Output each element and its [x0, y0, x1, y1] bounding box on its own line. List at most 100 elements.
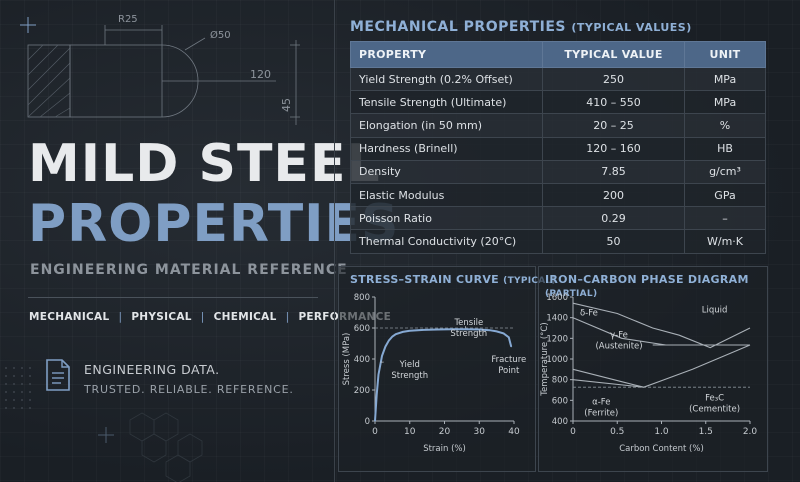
cell-value: 7.85 [542, 159, 685, 184]
x-tick-label: 0.5 [610, 427, 624, 437]
tag-chemical: CHEMICAL [213, 311, 277, 323]
tag-mechanical: MECHANICAL [29, 311, 110, 323]
table-row: Thermal Conductivity (20°C) 50 W/m·K [350, 229, 766, 254]
region-label: δ-Fe [580, 309, 598, 319]
header-unit: UNIT [684, 41, 766, 68]
table-row: Tensile Strength (Ultimate) 410 – 550 MPa [350, 90, 766, 115]
annotation-line: Strength [450, 329, 487, 339]
phase-boundary [572, 317, 666, 346]
decor-dot [29, 407, 31, 409]
header-value: TYPICAL VALUE [542, 41, 685, 68]
region-label-line: γ-Fe [610, 330, 628, 340]
table-row: Hardness (Brinell) 120 – 160 HB [350, 136, 766, 161]
x-tick-label: 30 [474, 427, 486, 437]
technical-drawing: R25 Ø50 120 45 [20, 14, 300, 125]
stress-strain-chart: 0 200 400 600 800 0 10 20 30 40 Strain (%) Stress (… [342, 293, 526, 454]
data-point [391, 335, 393, 338]
cell-unit: % [684, 113, 766, 138]
cell-property: Poisson Ratio [350, 206, 543, 231]
tag-physical: PHYSICAL [131, 311, 192, 323]
cell-property: Thermal Conductivity (20°C) [350, 229, 543, 254]
annotation-line: Point [498, 366, 520, 376]
phase-boundary [572, 302, 751, 349]
region-label-line: α-Fe [592, 397, 610, 407]
properties-title-main: MECHANICAL PROPERTIES [350, 19, 566, 35]
region-label-line: Fe₃C [705, 393, 724, 403]
data-point [508, 336, 510, 338]
annotation-label: Tensile Strength [450, 318, 487, 339]
stress-strain-panel [338, 266, 536, 472]
y-tick-label: 400 [354, 355, 370, 365]
cell-property: Hardness (Brinell) [350, 136, 543, 161]
tag-separator: | [200, 311, 205, 323]
tagline-secondary: TRUSTED. RELIABLE. REFERENCE. [84, 383, 294, 396]
x-tick-label: 0 [570, 427, 576, 437]
decor-dot [13, 399, 15, 401]
data-point [510, 346, 512, 348]
x-tick-label: 2.0 [743, 427, 758, 437]
x-tick-label: 1.0 [654, 427, 669, 437]
phase-diagram-title-suffix: (PARTIAL) [545, 289, 598, 299]
stress-strain-title-suffix: (TYPICAL) [503, 276, 556, 286]
radius-label: R25 [118, 14, 138, 25]
decor-dot [21, 399, 23, 401]
x-tick-label: 40 [508, 427, 520, 437]
title-line-2: PROPERTIES [28, 194, 400, 254]
x-tick-label: 10 [404, 427, 416, 437]
data-point [464, 328, 466, 330]
data-point [409, 330, 411, 332]
table-row: Yield Strength (0.2% Offset) 250 MPa [350, 66, 766, 92]
decor-dot [5, 383, 7, 385]
cell-unit: HB [684, 136, 766, 161]
cell-unit: – [684, 206, 766, 231]
decorative-pattern [5, 367, 203, 482]
region-label: Liquid [702, 306, 728, 316]
decor-dot [21, 407, 23, 409]
decor-dot [21, 367, 23, 369]
cell-property: Yield Strength (0.2% Offset) [350, 66, 543, 92]
stress-strain-curve [374, 328, 513, 422]
phase-diagram-panel [538, 266, 768, 472]
data-point [436, 328, 439, 331]
divider [28, 297, 318, 298]
table-row: Elastic Modulus 200 GPa [350, 182, 766, 208]
y-axis-label: Stress (MPa) [342, 333, 352, 386]
tag-separator: | [285, 311, 290, 323]
cell-unit: g/cm³ [684, 159, 766, 184]
y-tick-label: 400 [552, 417, 568, 427]
cell-value: 0.29 [542, 206, 685, 231]
region-label-line: (Cementite) [689, 404, 740, 414]
decor-dot [29, 391, 31, 393]
stress-strain-title: STRESS–STRAIN CURVE (TYPICAL) [350, 273, 556, 286]
x-tick-label: 20 [439, 427, 451, 437]
cell-value: 20 – 25 [542, 113, 685, 138]
x-axis-label: Strain (%) [423, 444, 466, 454]
annotation-label: Yield Strength [391, 360, 428, 381]
cell-value: 120 – 160 [542, 136, 685, 161]
data-point [376, 394, 378, 396]
data-point [402, 331, 404, 333]
phase-boundary [572, 379, 644, 388]
decor-dot [13, 375, 15, 377]
cell-value: 50 [542, 229, 685, 254]
data-point [423, 329, 425, 331]
decor-dot [5, 399, 7, 401]
region-label-line: Liquid [702, 306, 728, 316]
phase-diagram-chart: 400 600 800 1000 1200 1400 1600 0 0.5 1.0 1.5 2.0 Ca… [540, 293, 758, 454]
cell-unit: MPa [684, 90, 766, 115]
region-label: α-Fe (Ferrite) [584, 397, 618, 418]
vertical-divider [334, 0, 335, 482]
properties-title-suffix: (TYPICAL VALUES) [571, 21, 692, 34]
cell-value: 200 [542, 182, 685, 208]
y-tick-label: 1000 [546, 355, 568, 365]
decor-dot [13, 391, 15, 393]
table-row: Poisson Ratio 0.29– [350, 206, 766, 231]
decor-dot [29, 383, 31, 385]
y-tick-label: 1600 [546, 293, 568, 303]
length-label: 120 [250, 68, 271, 81]
y-tick-label: 600 [354, 324, 370, 334]
decor-dot [21, 375, 23, 377]
region-label: Fe₃C (Cementite) [689, 393, 740, 414]
phase-boundary [572, 368, 644, 388]
region-label-line: (Ferrite) [584, 408, 618, 418]
